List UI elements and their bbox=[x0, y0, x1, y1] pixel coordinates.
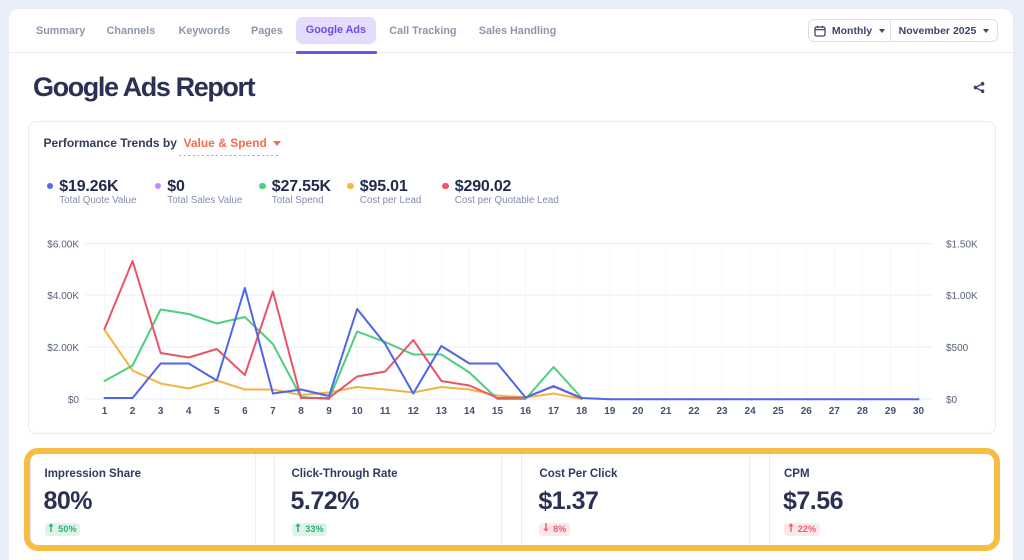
svg-text:19: 19 bbox=[604, 406, 616, 417]
svg-text:28: 28 bbox=[856, 406, 868, 417]
svg-text:23: 23 bbox=[716, 406, 728, 417]
svg-text:$6.00K: $6.00K bbox=[47, 239, 79, 250]
svg-text:11: 11 bbox=[379, 406, 390, 417]
svg-text:15: 15 bbox=[491, 406, 503, 417]
svg-text:2: 2 bbox=[129, 406, 135, 417]
svg-text:8: 8 bbox=[298, 406, 304, 417]
svg-text:3: 3 bbox=[157, 406, 163, 417]
svg-text:$1.50K: $1.50K bbox=[946, 239, 978, 250]
svg-text:$2.00K: $2.00K bbox=[47, 342, 79, 353]
svg-text:12: 12 bbox=[407, 406, 419, 417]
svg-text:14: 14 bbox=[463, 406, 475, 417]
svg-text:5: 5 bbox=[213, 406, 219, 417]
svg-text:18: 18 bbox=[576, 406, 588, 417]
svg-text:22: 22 bbox=[688, 406, 700, 417]
svg-text:17: 17 bbox=[548, 406, 560, 417]
svg-text:29: 29 bbox=[884, 406, 896, 417]
svg-text:21: 21 bbox=[660, 406, 672, 417]
svg-text:27: 27 bbox=[828, 406, 840, 417]
svg-text:4: 4 bbox=[185, 406, 191, 417]
svg-text:30: 30 bbox=[912, 406, 924, 417]
svg-text:16: 16 bbox=[519, 406, 531, 417]
svg-text:10: 10 bbox=[351, 406, 363, 417]
svg-text:$4.00K: $4.00K bbox=[47, 290, 79, 301]
svg-text:9: 9 bbox=[326, 406, 332, 417]
svg-text:25: 25 bbox=[772, 406, 784, 417]
svg-text:$0: $0 bbox=[946, 394, 958, 405]
svg-text:20: 20 bbox=[632, 406, 644, 417]
svg-text:$1.00K: $1.00K bbox=[946, 290, 978, 301]
svg-text:13: 13 bbox=[435, 406, 447, 417]
svg-text:6: 6 bbox=[242, 406, 248, 417]
svg-text:7: 7 bbox=[270, 406, 276, 417]
svg-text:$0: $0 bbox=[67, 394, 79, 405]
svg-text:$500: $500 bbox=[946, 342, 969, 353]
svg-text:26: 26 bbox=[800, 406, 812, 417]
svg-text:1: 1 bbox=[101, 406, 107, 417]
svg-text:24: 24 bbox=[744, 406, 756, 417]
